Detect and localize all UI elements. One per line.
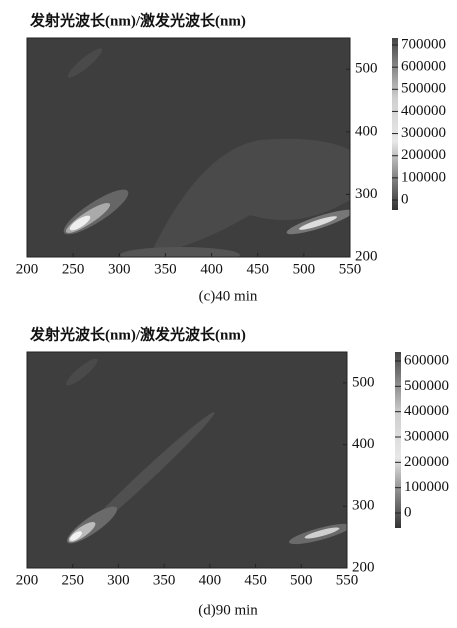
colorbar-tick-label: 500000	[404, 378, 449, 394]
x-tick-label: 300	[108, 261, 131, 277]
caption: (d)90 min	[198, 602, 258, 618]
colorbar-tick-label: 100000	[401, 169, 446, 185]
x-tick-label: 500	[290, 572, 313, 588]
colorbar-tick-label: 400000	[404, 403, 449, 419]
chart: 发射光波长(nm)/激发光波长(nm) 200 250 300 350 400 450 500…	[0, 314, 457, 628]
y-tick-label: 300	[352, 498, 375, 514]
y-tick-label: 400	[355, 123, 378, 139]
colorbar-tick-label: 700000	[401, 36, 446, 52]
y-tick-label: 500	[352, 374, 375, 390]
colorbar-tick-label: 300000	[401, 125, 446, 141]
colorbar-tick-label: 400000	[401, 103, 446, 119]
x-tick-label: 250	[61, 572, 84, 588]
x-tick-label: 350	[153, 572, 176, 588]
y-tick-label: 400	[352, 436, 375, 452]
colorbar-tick-label: 100000	[404, 479, 449, 495]
colorbar-tick-label: 0	[404, 504, 412, 520]
x-tick-label: 400	[200, 261, 223, 277]
colorbar	[392, 38, 398, 210]
x-tick-label: 200	[16, 572, 39, 588]
caption: (c)40 min	[199, 288, 258, 304]
y-tick-label: 200	[355, 248, 378, 264]
colorbar	[395, 352, 401, 528]
figure: 发射光波长(nm)/激发光波长(nm) 200 250 300 350 400 450 500…	[0, 0, 457, 628]
chart: 发射光波长(nm)/激发光波长(nm) 200 250 300 350 400 450 500…	[0, 0, 457, 314]
colorbar-tick-label: 0	[401, 191, 409, 207]
page: 发射光波长(nm)/激发光波长(nm) 200 250 300 350 400 450 500…	[0, 0, 457, 628]
x-tick-label: 250	[62, 261, 85, 277]
chart-title: 发射光波长(nm)/激发光波长(nm)	[29, 325, 246, 343]
colorbar-tick-label: 500000	[401, 81, 446, 97]
x-tick-label: 450	[246, 261, 269, 277]
y-tick-label: 300	[355, 186, 378, 202]
colorbar-tick-label: 600000	[401, 59, 446, 75]
colorbar-tick-label: 600000	[404, 352, 449, 368]
x-tick-label: 400	[199, 572, 222, 588]
colorbar-tick-label: 300000	[404, 428, 449, 444]
x-tick-label: 200	[16, 261, 39, 277]
x-tick-label: 350	[154, 261, 177, 277]
y-tick-label: 200	[352, 559, 375, 575]
x-tick-label: 500	[293, 261, 316, 277]
chart-title: 发射光波长(nm)/激发光波长(nm)	[29, 11, 246, 29]
colorbar-tick-label: 200000	[404, 454, 449, 470]
x-tick-label: 300	[107, 572, 130, 588]
y-tick-label: 500	[355, 61, 378, 77]
x-tick-label: 450	[244, 572, 267, 588]
colorbar-tick-label: 200000	[401, 147, 446, 163]
